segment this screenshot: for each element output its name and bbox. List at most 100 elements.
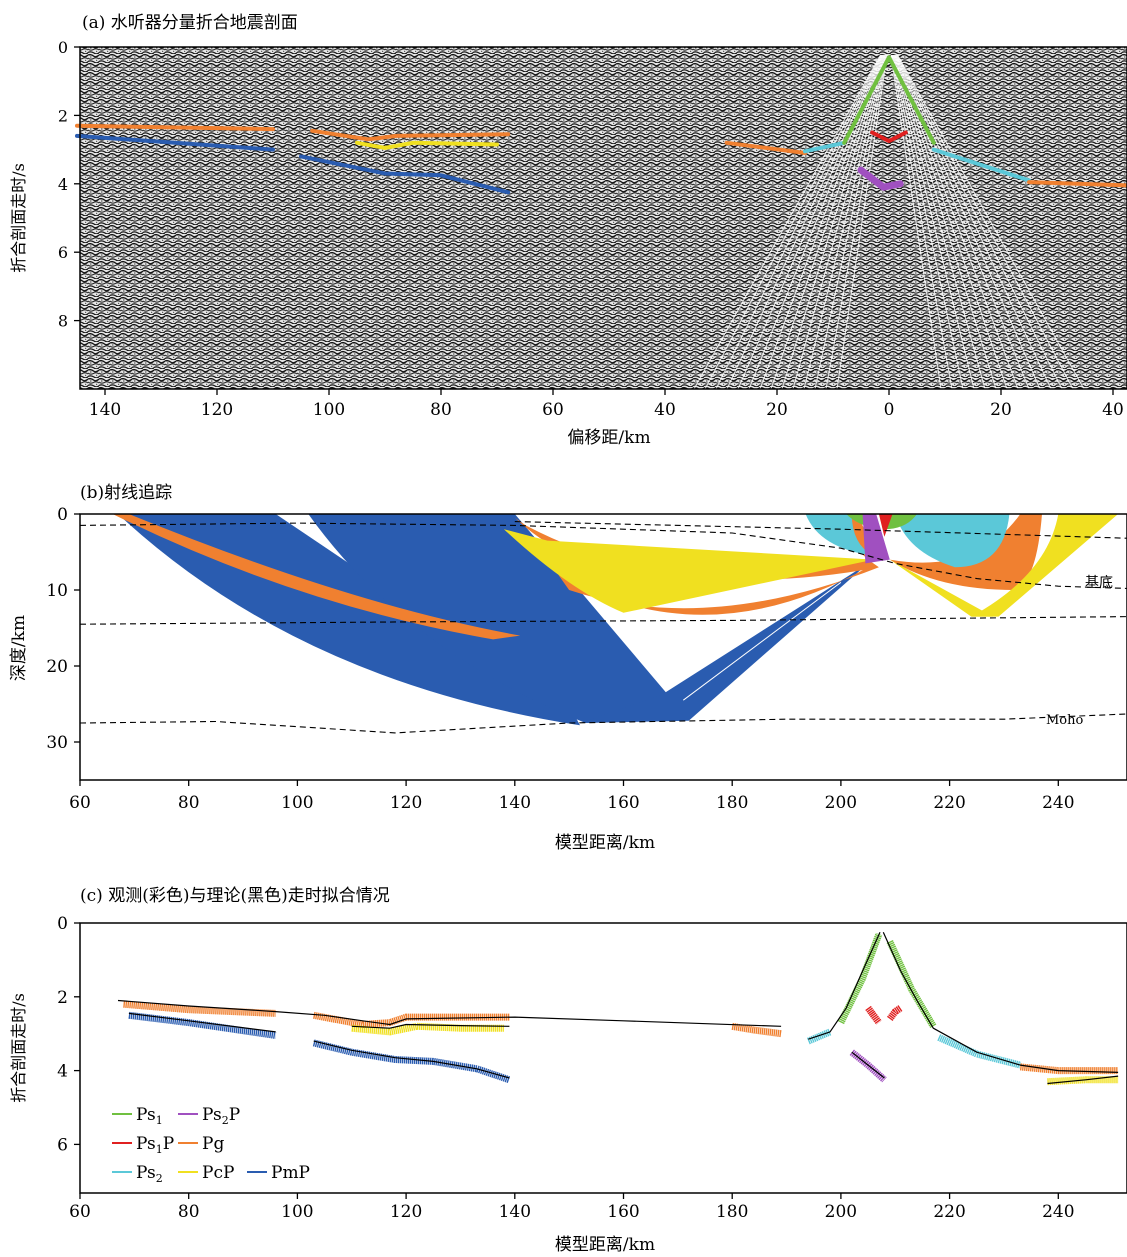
panel-c-xtick-label: 80 [178,1202,200,1222]
panel-a-title: (a) 水听器分量折合地震剖面 [82,13,298,33]
legend-label-sub: 2 [156,1172,163,1185]
panel-c-observed-ps1p [865,1005,882,1025]
panel-a-xtick-label: 40 [1102,400,1124,420]
panel-b-ray-band-pg [558,567,879,615]
legend-entry-3: Pg [178,1134,224,1154]
panel-a-xtick-label: 120 [201,400,233,420]
panel-a-pick-ps1p [870,130,908,144]
panel-b-ylabel: 深度/km [9,615,29,681]
panel-a-pick-pmp [299,154,511,195]
legend-label-suffix: P [163,1134,174,1154]
panel-b-y-ticks: 0 10 20 30 [46,505,80,753]
panel-b-ray-band-ps1 [884,514,917,530]
panel-c-theoretical-line [117,999,782,1027]
panel-c-observed-ps1 [837,932,883,1025]
panel-c-xtick-label: 120 [390,1202,422,1222]
panel-b-interface [79,616,1127,625]
panel-a-fan-line [890,54,953,390]
legend-label-sub: 2 [222,1114,229,1127]
panel-b-xtick-label: 140 [499,793,531,813]
panel-b: (b)射线追踪 0 10 20 30 60 80 100 120 140 160 180 200 22… [9,483,1127,853]
panel-a-pick-pg [75,123,275,132]
panel-a-pick-pcp [355,140,499,150]
panel-a-ytick-label: 2 [58,106,68,125]
legend-label: Ps2P [202,1105,240,1127]
panel-a-y-ticks: 0 2 4 6 8 [58,38,80,331]
legend-label: Ps1P [136,1134,174,1156]
panel-b-ytick-label: 10 [46,581,68,601]
legend-label-main: Pg [202,1134,224,1154]
panel-a-pick-pg [310,128,511,142]
panel-c-observed-ps1p [886,1004,903,1021]
panel-a-fan-line [803,54,887,390]
legend-entry-4: Ps2 [112,1163,163,1185]
panel-a-fan-line [726,54,883,390]
panel-b-ray-band-pcp [503,529,874,613]
panel-a-ytick-label: 4 [58,175,68,194]
panel-a-ylabel: 折合剖面走时/s [9,163,28,273]
panel-b-interface [79,522,1127,589]
panel-b-ray-band-ps2 [895,514,1010,568]
panel-b-rays [112,514,1119,726]
panel-a: (a) 水听器分量折合地震剖面 0 2 4 6 8 140 120 100 80 60 40 20 0… [9,13,1127,448]
panel-c-observed-pg [123,1000,276,1017]
legend-entry-6: PmP [247,1163,310,1183]
panel-a-fan-line [890,54,942,390]
panel-b-xtick-label: 160 [607,793,639,813]
panel-a-xtick-label: 20 [766,400,788,420]
panel-a-fan-line [895,54,1052,390]
panel-a-fan-line [891,54,975,390]
panel-c-xtick-label: 200 [825,1202,857,1222]
panel-c-observed-pg [731,1022,782,1038]
legend-label: PmP [271,1163,310,1183]
legend-entry-2: Ps1P [112,1134,174,1156]
legend-entry-0: Ps1 [112,1105,163,1127]
legend-label-main: Ps [136,1105,156,1125]
panel-b-frame [79,513,1127,781]
panel-b-xtick-label: 60 [69,793,91,813]
legend-label: Ps1 [136,1105,163,1127]
panel-a-fan-line [781,54,886,390]
panel-a-seismic-section [80,47,1127,389]
panel-b-interface [79,713,1127,734]
panel-b-x-ticks: 60 80 100 120 140 160 180 200 220 240 [69,780,1075,813]
panel-b-ytick-label: 30 [46,733,68,753]
panel-b-xtick-label: 220 [933,793,965,813]
panel-a-xtick-label: 40 [654,400,676,420]
panel-b-annotation-basement: 基底 [1085,574,1113,591]
legend-label: Ps2 [136,1163,163,1185]
panel-a-picks [75,55,1127,195]
panel-a-x-ticks: 140 120 100 80 60 40 20 0 20 40 [89,389,1124,420]
legend-label-sub: 1 [156,1114,163,1127]
panel-c-theoretical-line [128,1012,276,1033]
legend-label-main: Ps [136,1134,156,1154]
panel-a-fan-line [825,54,888,390]
panel-c-xtick-label: 220 [933,1202,965,1222]
panel-c-xlabel: 模型距离/km [555,1235,655,1255]
legend-label: Pg [202,1134,224,1154]
panel-b-xtick-label: 120 [390,793,422,813]
legend-label-suffix: P [229,1105,240,1125]
panel-b-interfaces [79,521,1127,734]
panel-c-ytick-label: 0 [57,914,68,934]
panel-a-pick-pg [1027,180,1127,188]
panel-c-observed-pmp [128,1011,277,1039]
panel-c-observed-pg [313,1011,510,1028]
panel-a-fan-line [896,54,1074,390]
panel-a-pick-pmp [75,133,275,152]
panel-a-pick-pg [724,140,807,155]
legend-entry-1: Ps2P [178,1105,240,1127]
panel-b-ray-band-ps1p [878,514,893,537]
panel-a-fan-line [891,54,964,390]
panel-c-xtick-label: 60 [69,1202,91,1222]
panel-a-fan-line [892,54,986,390]
legend-label-main: PmP [271,1163,310,1183]
panel-b-xtick-label: 100 [281,793,313,813]
panel-c-ylabel: 折合剖面走时/s [9,993,28,1103]
panel-a-xtick-label: 20 [990,400,1012,420]
legend-label-sub: 1 [156,1143,163,1156]
panel-b-xtick-label: 240 [1042,793,1074,813]
panel-a-xtick-label: 80 [430,400,452,420]
